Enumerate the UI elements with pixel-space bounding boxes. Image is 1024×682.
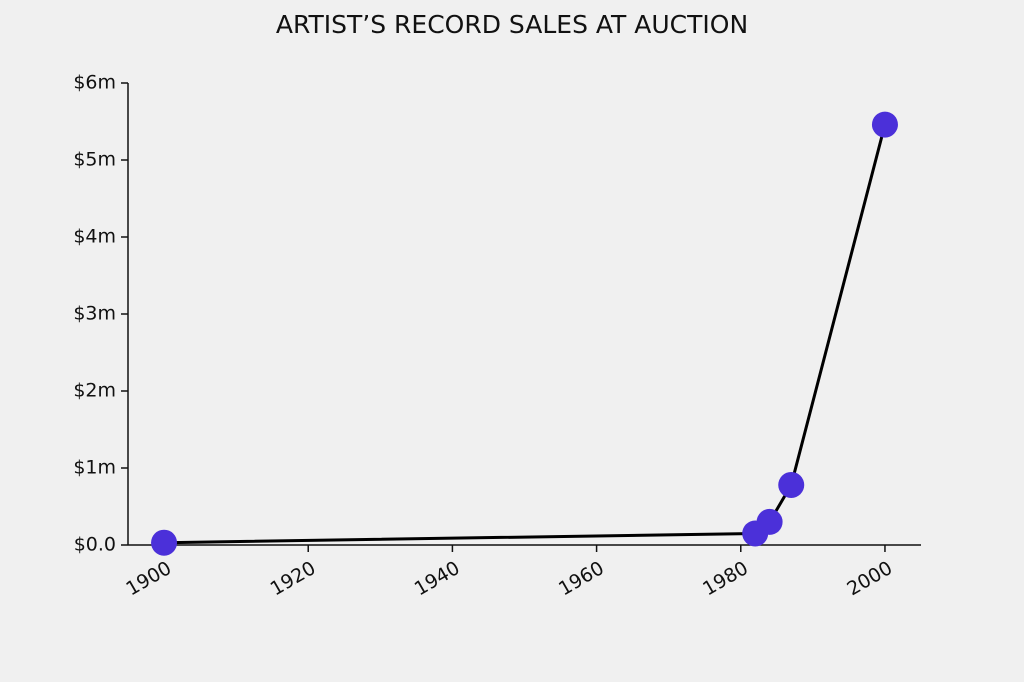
marker <box>151 529 178 556</box>
y-tick-label: $2m <box>73 380 116 402</box>
y-tick-label: $5m <box>73 149 116 171</box>
chart-title: ARTIST’S RECORD SALES AT AUCTION <box>276 10 748 39</box>
marker <box>871 111 898 138</box>
y-tick-label: $0.0 <box>74 534 116 556</box>
y-tick-label: $3m <box>73 303 116 325</box>
y-tick-label: $6m <box>73 72 116 94</box>
marker <box>778 471 805 498</box>
marker <box>756 508 783 535</box>
y-tick-label: $4m <box>73 226 116 248</box>
y-tick-label: $1m <box>73 457 116 479</box>
